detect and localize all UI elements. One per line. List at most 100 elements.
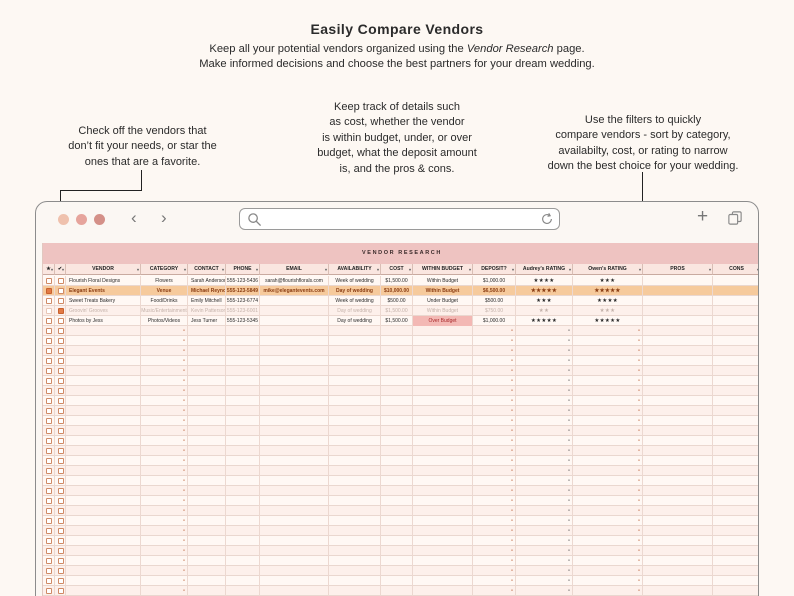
cell-cost[interactable] <box>381 436 413 446</box>
column-header-budget[interactable]: WITHIN BUDGET ▾ <box>413 264 473 275</box>
cell-deposit[interactable]: - <box>473 346 516 356</box>
cell-availability[interactable] <box>329 476 381 486</box>
column-header-email[interactable]: EMAIL ▾ <box>260 264 329 275</box>
cell-cost[interactable] <box>381 486 413 496</box>
cell-cost[interactable] <box>381 556 413 566</box>
cell-email[interactable] <box>260 306 329 316</box>
cell-category[interactable]: - <box>141 386 188 396</box>
column-header-owen[interactable]: Owen's RATING ▾ <box>573 264 643 275</box>
cell-availability[interactable] <box>329 366 381 376</box>
cell-cost[interactable] <box>381 406 413 416</box>
cell-email[interactable]: sarah@flourishflorals.com <box>260 276 329 286</box>
cell-phone[interactable] <box>226 326 260 336</box>
cell-vendor[interactable]: Flourish Floral Designs <box>66 276 141 286</box>
cell-availability[interactable] <box>329 566 381 576</box>
cell-phone[interactable] <box>226 336 260 346</box>
cell-cons[interactable] <box>713 276 758 286</box>
cell-cons[interactable] <box>713 546 758 556</box>
exclude-checkbox[interactable] <box>58 338 64 344</box>
cell-cost[interactable] <box>381 336 413 346</box>
cell-cons[interactable] <box>713 406 758 416</box>
cell-owen[interactable]: - <box>573 496 643 506</box>
cell-cons[interactable] <box>713 426 758 436</box>
cell-audrey[interactable]: ★★★ <box>516 296 573 306</box>
exclude-checkbox[interactable] <box>58 408 64 414</box>
cell-owen[interactable]: - <box>573 556 643 566</box>
column-header-audrey[interactable]: Audrey's RATING ▾ <box>516 264 573 275</box>
cell-audrey[interactable]: - <box>516 486 573 496</box>
cell-email[interactable] <box>260 586 329 596</box>
cell-vendor[interactable] <box>66 486 141 496</box>
favorite-checkbox[interactable] <box>46 478 52 484</box>
favorite-checkbox[interactable] <box>46 468 52 474</box>
cell-phone[interactable] <box>226 466 260 476</box>
cell-category[interactable]: - <box>141 456 188 466</box>
cell-audrey[interactable]: ★★★★★ <box>516 286 573 296</box>
cell-cons[interactable] <box>713 366 758 376</box>
cell-owen[interactable]: - <box>573 406 643 416</box>
cell-pros[interactable] <box>643 356 713 366</box>
cell-pros[interactable] <box>643 576 713 586</box>
cell-email[interactable] <box>260 346 329 356</box>
filter-caret-icon[interactable]: ▾ <box>756 267 759 272</box>
cell-phone[interactable] <box>226 346 260 356</box>
cell-deposit[interactable]: - <box>473 576 516 586</box>
column-header-availability[interactable]: AVAILABILITY ▾ <box>329 264 381 275</box>
exclude-checkbox[interactable] <box>58 348 64 354</box>
cell-contact[interactable] <box>188 416 226 426</box>
cell-email[interactable] <box>260 316 329 326</box>
cell-audrey[interactable]: ★★★★★ <box>516 316 573 326</box>
cell-owen[interactable]: - <box>573 476 643 486</box>
cell-contact[interactable]: Sarah Anderson <box>188 276 226 286</box>
cell-pros[interactable] <box>643 496 713 506</box>
cell-vendor[interactable] <box>66 566 141 576</box>
cell-contact[interactable]: Emily Mitchell <box>188 296 226 306</box>
cell-email[interactable] <box>260 356 329 366</box>
filter-caret-icon[interactable]: ▾ <box>136 267 139 272</box>
cell-availability[interactable]: Day of wedding <box>329 286 381 296</box>
column-header-phone[interactable]: PHONE ▾ <box>226 264 260 275</box>
cell-cons[interactable] <box>713 576 758 586</box>
cell-category[interactable]: Food/Drinks <box>141 296 188 306</box>
cell-category[interactable]: - <box>141 576 188 586</box>
cell-cost[interactable]: $10,000.00 <box>381 286 413 296</box>
cell-contact[interactable] <box>188 386 226 396</box>
tabs-icon[interactable] <box>728 211 742 225</box>
cell-pros[interactable] <box>643 346 713 356</box>
cell-contact[interactable] <box>188 406 226 416</box>
cell-email[interactable] <box>260 476 329 486</box>
cell-pros[interactable] <box>643 306 713 316</box>
favorite-checkbox[interactable] <box>46 538 52 544</box>
cell-phone[interactable] <box>226 456 260 466</box>
cell-owen[interactable]: ★★★★ <box>573 296 643 306</box>
cell-deposit[interactable]: - <box>473 456 516 466</box>
favorite-checkbox[interactable] <box>46 428 52 434</box>
cell-deposit[interactable]: - <box>473 366 516 376</box>
cell-budget[interactable] <box>413 446 473 456</box>
cell-phone[interactable] <box>226 416 260 426</box>
cell-budget[interactable] <box>413 376 473 386</box>
cell-contact[interactable] <box>188 336 226 346</box>
cell-vendor[interactable] <box>66 466 141 476</box>
cell-pros[interactable] <box>643 286 713 296</box>
cell-vendor[interactable] <box>66 436 141 446</box>
cell-phone[interactable] <box>226 526 260 536</box>
cell-deposit[interactable]: $1,000.00 <box>473 276 516 286</box>
cell-email[interactable] <box>260 336 329 346</box>
cell-contact[interactable] <box>188 506 226 516</box>
cell-cost[interactable] <box>381 546 413 556</box>
cell-availability[interactable] <box>329 436 381 446</box>
favorite-checkbox[interactable] <box>46 578 52 584</box>
favorite-checkbox[interactable] <box>46 458 52 464</box>
cell-contact[interactable] <box>188 526 226 536</box>
cell-owen[interactable]: - <box>573 516 643 526</box>
cell-phone[interactable] <box>226 506 260 516</box>
cell-pros[interactable] <box>643 396 713 406</box>
cell-pros[interactable] <box>643 476 713 486</box>
cell-cons[interactable] <box>713 536 758 546</box>
cell-phone[interactable]: 555-123-5849 <box>226 286 260 296</box>
cell-phone[interactable] <box>226 536 260 546</box>
cell-audrey[interactable]: - <box>516 526 573 536</box>
cell-deposit[interactable]: - <box>473 496 516 506</box>
cell-availability[interactable]: Day of wedding <box>329 316 381 326</box>
